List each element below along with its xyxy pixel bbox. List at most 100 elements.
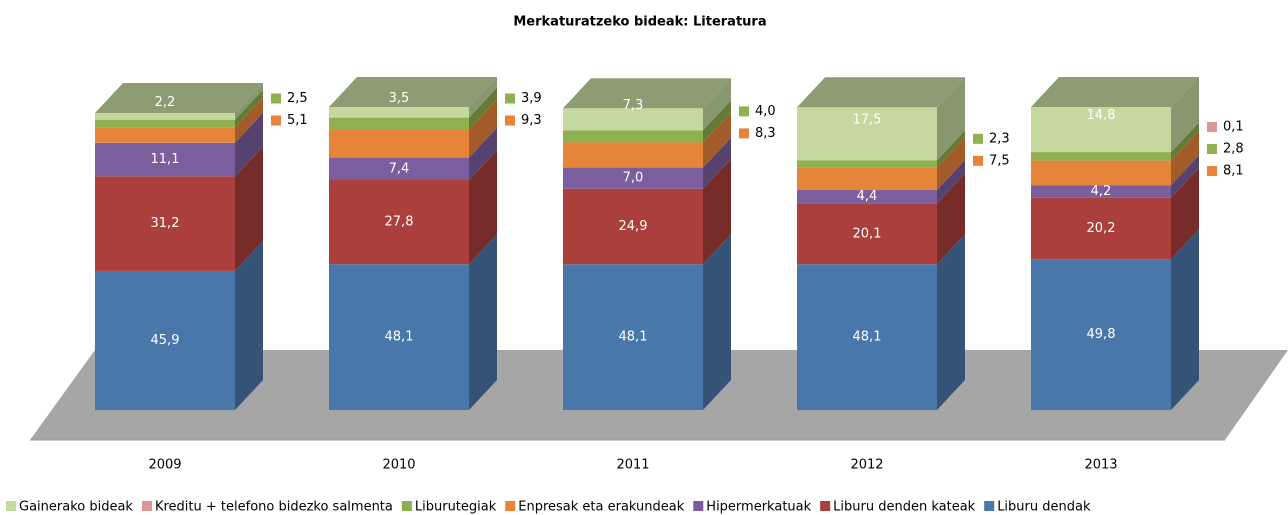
bar-front: [797, 167, 937, 191]
bar-side: [469, 87, 497, 130]
data-label: 20,2: [1087, 221, 1116, 236]
bar-front: [95, 113, 235, 120]
legend-swatch: [820, 501, 831, 511]
bar-side: [469, 234, 497, 410]
bar-side: [937, 173, 965, 265]
data-label: 11,1: [151, 152, 180, 167]
legend-swatch: [693, 501, 704, 511]
data-label: 2,3: [989, 131, 1010, 146]
label-key: [973, 155, 983, 166]
bar-segment: [563, 234, 731, 410]
bar-segment: [563, 78, 731, 131]
bar-segment: [563, 100, 731, 143]
bar-side: [937, 77, 965, 161]
legend-label: Gainerako bideak: [19, 500, 133, 515]
bar-front: [797, 107, 937, 161]
bar-segment: [797, 77, 965, 161]
bar-segment: [95, 240, 263, 410]
bar-segment: [797, 234, 965, 410]
bar-segment: [95, 146, 263, 271]
bar-front: [329, 157, 469, 181]
data-label: 2,5: [287, 91, 308, 106]
bar-front: [797, 264, 937, 410]
data-label: 7,5: [989, 153, 1010, 168]
legend-label: Kreditu + telefono bidezko salmenta: [155, 500, 393, 515]
bar-segment: [1031, 167, 1199, 260]
bar-top: [329, 77, 497, 107]
bar-segment: [563, 137, 731, 189]
data-label: 4,4: [857, 189, 878, 204]
bar-segment: [329, 234, 497, 410]
bar-side: [937, 160, 965, 204]
bar-side: [1171, 121, 1199, 153]
data-label: 14,8: [1087, 108, 1116, 123]
bar-segment: [797, 160, 965, 204]
bar-side: [469, 150, 497, 265]
bar-segment: [95, 112, 263, 177]
legend-label: Liburu dendak: [997, 500, 1091, 515]
data-label: 45,9: [151, 333, 180, 348]
bar-front: [329, 117, 469, 130]
bar-segment: [329, 150, 497, 265]
data-label: 48,1: [853, 330, 882, 345]
bar-segment: [95, 89, 263, 128]
bar-side: [1171, 122, 1199, 161]
chart-title: Merkaturatzeko bideak: Literatura: [513, 15, 766, 30]
bar-side: [235, 240, 263, 410]
data-label: 7,3: [623, 98, 644, 113]
data-label: 8,1: [1223, 163, 1244, 178]
bar-front: [1031, 259, 1171, 410]
bar-front: [95, 119, 235, 128]
bar-front: [329, 180, 469, 265]
data-label: 3,5: [389, 91, 410, 106]
bar-front: [563, 142, 703, 168]
bar-side: [703, 78, 731, 131]
bar-front: [797, 203, 937, 265]
bar-side: [1171, 155, 1199, 198]
x-tick-label: 2011: [616, 458, 649, 473]
label-key: [1207, 143, 1217, 154]
x-tick-label: 2010: [382, 458, 415, 473]
bar-front: [1031, 107, 1171, 152]
bar-top: [563, 78, 731, 109]
data-label: 0,1: [1223, 119, 1244, 134]
x-tick-label: 2012: [850, 458, 883, 473]
data-label: 27,8: [385, 215, 414, 230]
legend-swatch: [141, 501, 152, 511]
bar-segment: [95, 83, 263, 120]
bar-side: [703, 137, 731, 189]
data-label: 48,1: [385, 330, 414, 345]
bar-side: [937, 234, 965, 410]
bar-side: [703, 158, 731, 265]
data-label: 2,2: [155, 95, 176, 110]
bar-front: [329, 264, 469, 410]
bar-segment: [1031, 122, 1199, 161]
data-label: 8,3: [755, 126, 776, 141]
bar-segment: [329, 127, 497, 181]
bar-front: [563, 188, 703, 265]
data-label: 20,1: [853, 226, 882, 241]
label-key: [505, 93, 515, 104]
bar-front: [1031, 197, 1171, 260]
label-key: [505, 115, 515, 126]
data-label: 4,2: [1091, 184, 1112, 199]
bar-front: [797, 190, 937, 204]
bar-side: [1171, 130, 1199, 186]
bar-top: [1031, 77, 1199, 107]
bar-segment: [1031, 77, 1199, 152]
bar-front: [563, 264, 703, 410]
data-label: 31,2: [151, 216, 180, 231]
bar-segment: [563, 112, 731, 168]
data-label: 9,3: [521, 113, 542, 128]
bar-segment: [1031, 155, 1199, 198]
bar-segment: [95, 97, 263, 143]
label-key: [973, 133, 983, 144]
bar-side: [703, 112, 731, 168]
bar-segment: [797, 137, 965, 191]
label-key: [1207, 121, 1217, 132]
bar-side: [235, 89, 263, 128]
bar-top: [95, 83, 263, 114]
label-key: [271, 93, 281, 104]
bar-front: [1031, 152, 1171, 161]
